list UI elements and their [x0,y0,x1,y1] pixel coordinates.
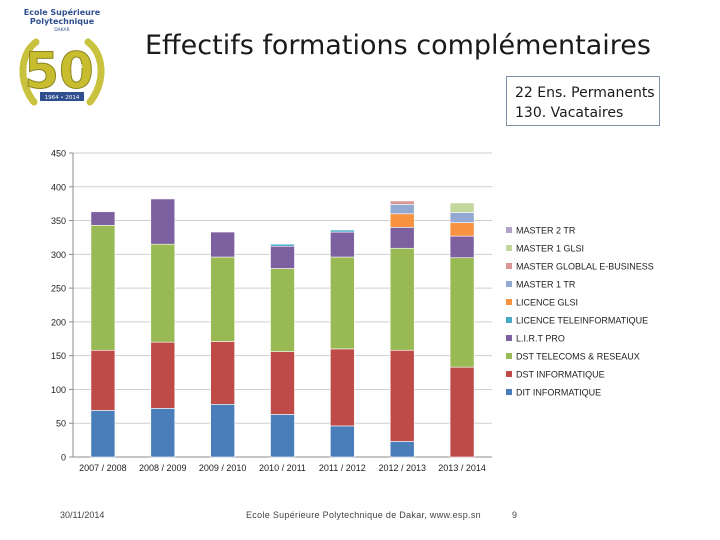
laurel-right-icon [84,38,105,106]
logo-line-1: Ecole Supérieure [24,7,101,17]
bar-segment [389,247,415,351]
footer-page-number: 9 [512,510,518,520]
bar-segment [330,231,355,258]
bar-segment [90,224,116,351]
bar-segment [389,227,415,249]
bar-segment [389,349,415,442]
x-tick-label: 2008 / 2009 [139,463,187,473]
legend-label: LICENCE GLSI [516,298,578,308]
bar-segment [449,222,475,237]
permanent-teachers-count: 22 Ens. Permanents [515,85,655,101]
x-tick-label: 2013 / 2014 [438,463,486,473]
bar-segment [449,212,475,223]
legend-swatch [506,299,512,305]
bar-segment [389,213,415,228]
logo-anniversary-number: 50 [24,42,94,100]
legend-swatch [506,389,512,395]
legend-label: MASTER GLOBLAL E-BUSINESS [516,262,654,272]
x-tick-label: 2009 / 2010 [199,463,247,473]
logo-line-3: DAKAR [54,27,70,33]
y-tick-label: 450 [51,149,66,159]
legend-label: MASTER 1 GLSI [516,244,584,254]
bar-segment [330,348,355,427]
legend-label: L.I.R.T PRO [516,334,565,344]
y-tick-label: 150 [51,351,66,361]
bar-segment [270,243,295,247]
y-tick-label: 100 [51,385,66,395]
x-tick-label: 2007 / 2008 [79,463,127,473]
bar-segment [150,198,176,245]
bar-segment [150,408,176,458]
legend-swatch [506,335,512,341]
legend-swatch [506,281,512,287]
logo-years-band [40,92,84,101]
bar-segment [90,410,116,458]
y-tick-label: 300 [51,250,66,260]
legend-swatch [506,227,512,233]
bar-segment [150,243,176,343]
legend-label: DST INFORMATIQUE [516,370,605,380]
bar-segment [210,341,235,405]
legend-swatch [506,317,512,323]
legend-label: DIT INFORMATIQUE [516,388,601,398]
x-tick-label: 2012 / 2013 [378,463,426,473]
bar-segment [330,229,355,233]
y-tick-label: 50 [56,419,66,429]
logo-ans-label: ANS [71,64,83,70]
legend-swatch [506,353,512,359]
slide-title: Effectifs formations complémentaires [145,30,651,61]
bar-segment [150,341,176,409]
bar-segment [270,351,295,415]
bar-segment [90,349,116,411]
staff-summary-box: 22 Ens. Permanents 130. Vacataires [506,76,660,126]
footer-school-website: Ecole Supérieure Polytechnique de Dakar,… [246,510,481,520]
legend-label: LICENCE TELEINFORMATIQUE [516,316,648,326]
bar-segment [449,366,475,458]
bar-segment [90,211,116,226]
x-tick-label: 2010 / 2011 [259,463,306,473]
school-anniversary-logo: Ecole Supérieure Polytechnique DAKAR 50 … [19,7,105,106]
legend-swatch [506,245,512,251]
bar-segment [389,204,415,215]
bar-segment [389,200,415,205]
adjunct-teachers-count: 130. Vacataires [515,105,624,121]
legend-label: DST TELECOMS & RESEAUX [516,352,640,362]
y-tick-label: 350 [51,216,66,226]
x-tick-label: 2011 / 2012 [319,463,366,473]
legend-swatch [506,371,512,377]
bar-segment [270,414,295,458]
legend-label: MASTER 2 TR [516,226,576,236]
bar-segment [449,257,475,368]
y-tick-label: 200 [51,317,66,327]
legend-label: MASTER 1 TR [516,280,576,290]
bar-segment [330,256,355,350]
bar-segment [389,441,415,458]
logo-years: 1964 • 2014 [45,95,80,101]
y-tick-label: 250 [51,284,66,294]
bar-segment [210,231,235,258]
bar-segment [449,202,475,213]
bar-segment [270,268,295,352]
bar-segment [449,235,475,259]
legend-swatch [506,263,512,269]
bar-segment [330,425,355,458]
laurel-left-icon [19,38,40,106]
footer-date: 30/11/2014 [60,510,105,520]
logo-line-2: Polytechnique [30,17,95,26]
bar-segment [210,404,235,458]
bar-segment [270,245,295,269]
bar-segment [210,256,235,342]
y-tick-label: 400 [51,182,66,192]
y-tick-label: 0 [61,453,66,463]
